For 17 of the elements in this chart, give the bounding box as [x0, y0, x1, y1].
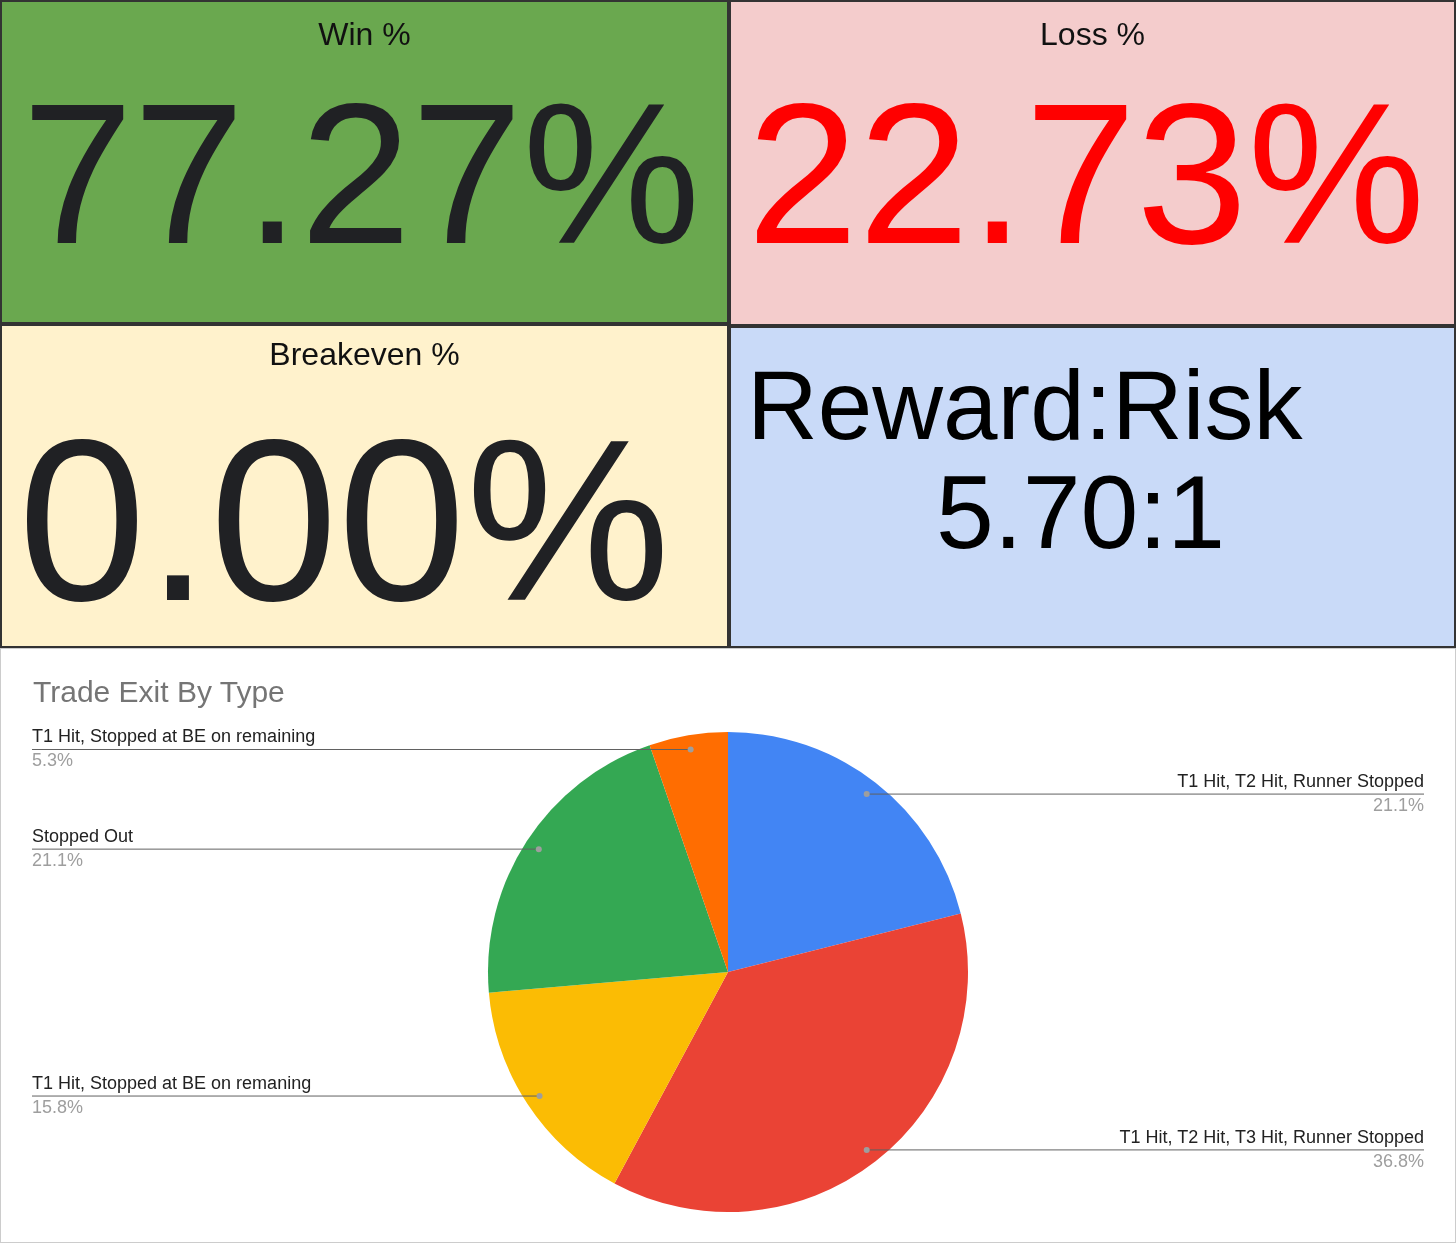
text: 22.73%: [747, 62, 1426, 285]
slice-label: Stopped Out: [32, 826, 134, 847]
data-label: 15.8%: [32, 1097, 84, 1118]
text: Win %: [317, 16, 412, 53]
chart-title: Trade Exit By Type: [33, 675, 285, 709]
slice-label: T1 Hit, Stopped at BE on remaning: [32, 1073, 312, 1094]
text: Breakeven %: [268, 336, 461, 373]
slice-label: T1 Hit, T2 Hit, Runner Stopped: [1177, 771, 1424, 792]
slice-label: T1 Hit, Stopped at BE on remaining: [32, 726, 316, 747]
slice-label: T1 Hit, T2 Hit, T3 Hit, Runner Stopped: [1119, 1126, 1424, 1147]
data-label: 21.1%: [1372, 795, 1424, 816]
data-label: 36.8%: [1372, 1150, 1424, 1171]
text: 77.27%: [22, 62, 701, 285]
text: 0.00%: [18, 392, 671, 648]
text: Loss %: [1039, 16, 1146, 53]
data-label: 21.1%: [32, 850, 84, 871]
data-label: 5.3%: [32, 750, 74, 771]
